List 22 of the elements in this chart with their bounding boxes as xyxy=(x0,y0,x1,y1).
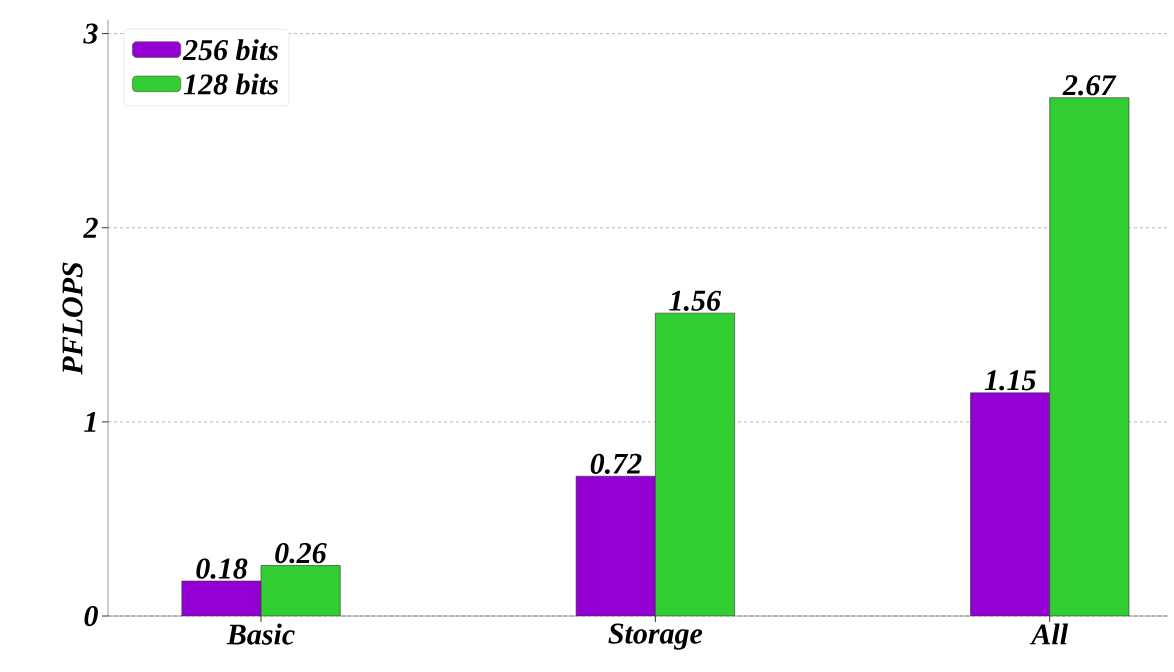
legend-label: 128 bits xyxy=(183,73,278,95)
y-tick-label: 1 xyxy=(84,411,96,432)
data-label: 2.67 xyxy=(1062,75,1117,96)
bar xyxy=(1049,97,1130,616)
bar xyxy=(181,580,262,616)
data-label: 1.56 xyxy=(669,290,722,311)
y-tick-label: 2 xyxy=(83,217,98,238)
legend-label: 256 bits xyxy=(182,39,278,61)
x-tick-label: Basic xyxy=(226,623,295,645)
x-tick-label: Storage xyxy=(608,623,703,650)
data-label: 1.15 xyxy=(984,370,1036,391)
bar xyxy=(575,475,656,616)
bar xyxy=(655,312,735,616)
data-label: 0.72 xyxy=(590,453,642,475)
x-tick-label: All xyxy=(1029,623,1069,645)
data-label: 0.18 xyxy=(196,558,248,579)
y-tick-label: 3 xyxy=(83,23,98,44)
data-label: 0.26 xyxy=(275,542,327,564)
bar xyxy=(970,392,1051,616)
y-tick-label: 0 xyxy=(84,605,98,627)
bar xyxy=(260,565,341,616)
y-axis-title: PFLOPS xyxy=(62,262,83,375)
